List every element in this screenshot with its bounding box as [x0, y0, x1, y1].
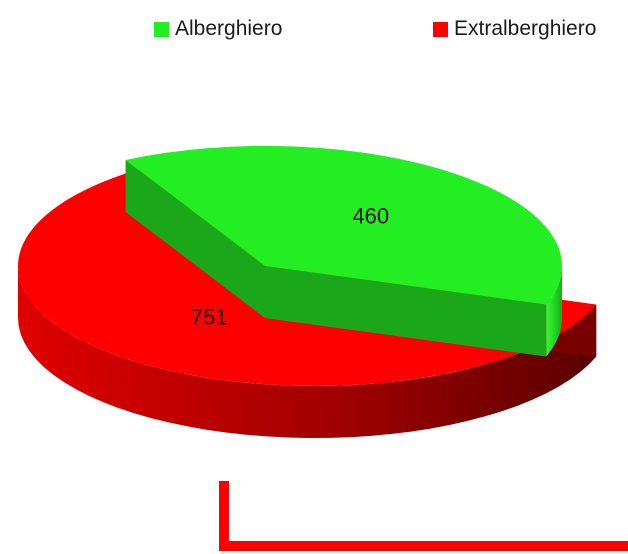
pie-data-labels: 751 460 — [191, 204, 389, 330]
legend-label-alberghiero: Alberghiero — [175, 17, 283, 40]
pie-cut-face-alberghiero — [265, 266, 547, 357]
legend-item-alberghiero: Alberghiero — [154, 14, 282, 44]
decorative-red-line — [219, 481, 628, 551]
chart-legend: Alberghiero Extralberghiero — [0, 14, 628, 44]
legend-item-extralberghiero: Extralberghiero — [433, 14, 596, 44]
pie-cut-face-alberghiero — [125, 160, 265, 318]
pie-top-alberghiero — [125, 145, 563, 305]
legend-swatch-alberghiero — [154, 21, 169, 37]
legend-swatch-extralberghiero — [433, 21, 448, 37]
data-label-extralberghiero: 751 — [191, 304, 228, 329]
pie-side-extralberghiero — [18, 266, 597, 438]
pie-slice-alberghiero — [125, 145, 563, 357]
pie-side-alberghiero — [546, 266, 562, 357]
legend-label-extralberghiero: Extralberghiero — [454, 17, 597, 40]
data-label-alberghiero: 460 — [352, 204, 389, 229]
pie-slices — [18, 145, 597, 438]
